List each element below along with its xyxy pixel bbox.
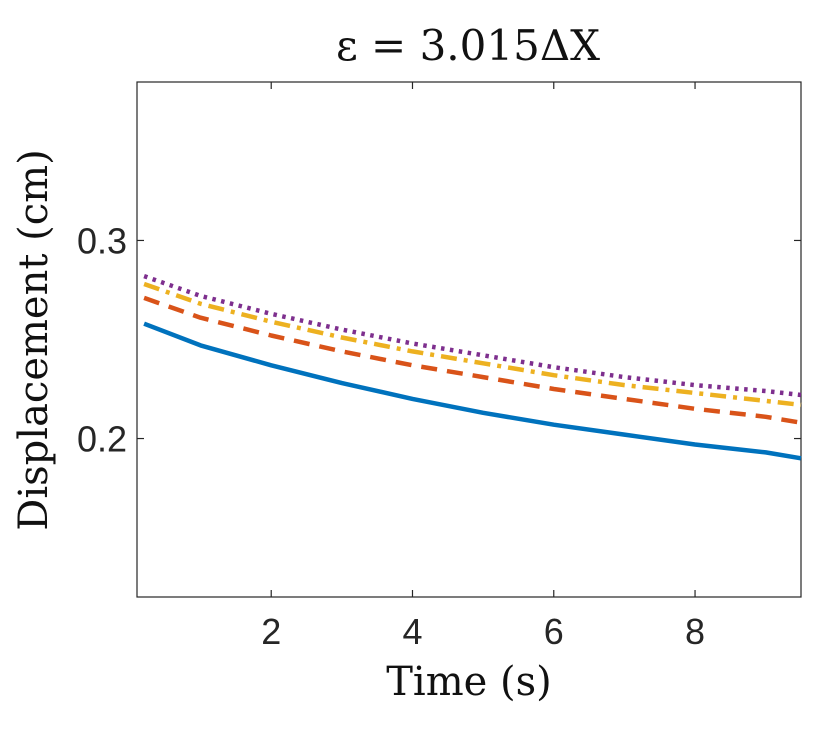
x-tick-label: 4: [402, 611, 422, 652]
chart-title: ε = 3.015ΔX: [336, 21, 600, 70]
x-axis-label: Time (s): [386, 659, 552, 705]
y-tick-label: 0.2: [77, 419, 127, 460]
y-axis-label: Displacement (cm): [11, 149, 57, 530]
series-layer: [143, 273, 802, 461]
x-tick-label: 6: [544, 611, 564, 652]
y-tick-label: 0.3: [77, 220, 127, 261]
plot-area: [136, 81, 802, 598]
series-line-dotted: [143, 273, 802, 398]
series-line-dash-dot: [143, 281, 802, 408]
series-line-solid: [143, 321, 802, 461]
x-tick-label: 8: [685, 611, 705, 652]
ticks-layer: 2 4 6 8 0.2 0.3: [77, 82, 801, 652]
series-line-dashed: [143, 295, 802, 425]
x-tick-label: 2: [261, 611, 281, 652]
